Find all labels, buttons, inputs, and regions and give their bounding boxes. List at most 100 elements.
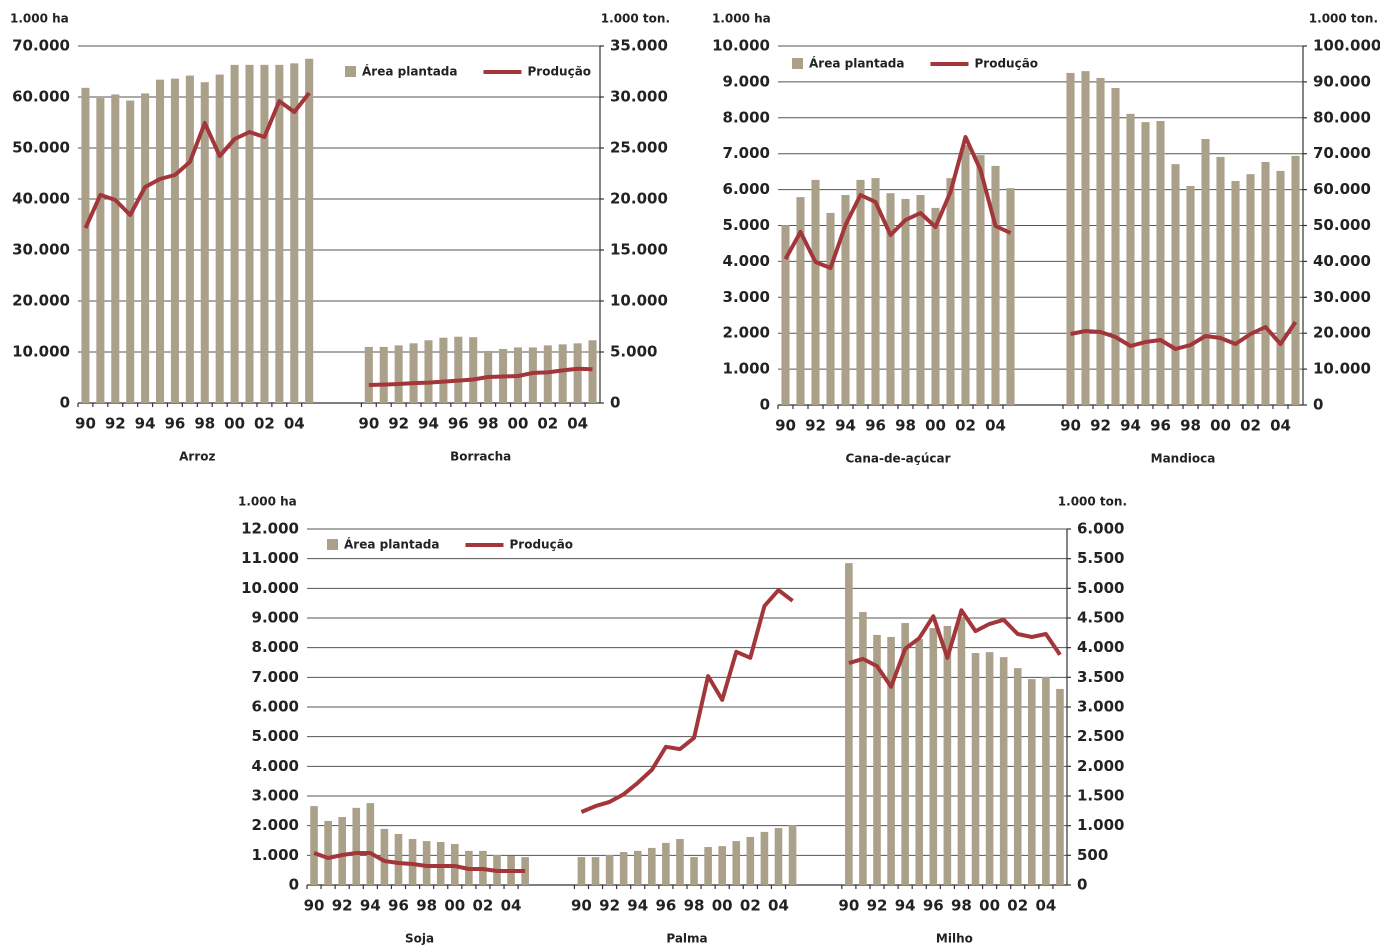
y-tick-label: 12.000 <box>241 520 299 538</box>
y-tick-label: 5.000 <box>252 727 299 745</box>
y2-tick-label: 6.000 <box>1077 520 1124 538</box>
x-tick-label: 96 <box>865 417 886 435</box>
bar <box>1246 174 1255 405</box>
bar <box>871 178 880 405</box>
bar <box>379 346 388 403</box>
x-tick-label: 92 <box>388 415 409 433</box>
bar <box>1066 72 1075 406</box>
x-tick-label: 00 <box>224 415 245 433</box>
bar <box>215 74 224 403</box>
bar <box>260 64 269 404</box>
y2-axis-unit: 1.000 ton. <box>1309 12 1378 26</box>
bar <box>841 194 850 405</box>
x-tick-label: 98 <box>895 417 916 435</box>
line <box>848 608 1062 689</box>
x-tick-label: 94 <box>895 897 916 915</box>
bar <box>1216 156 1225 405</box>
bar <box>732 841 741 885</box>
y-tick-label: 0 <box>60 394 70 412</box>
bar <box>185 75 194 403</box>
y2-tick-label: 100.000 <box>1313 37 1380 55</box>
x-tick-label: 90 <box>571 897 592 915</box>
y2-tick-label: 3.000 <box>1077 698 1124 716</box>
bar <box>633 850 642 885</box>
legend-label: Produção <box>974 57 1038 71</box>
y2-axis-unit: 1.000 ton. <box>1058 495 1127 509</box>
bar <box>81 87 90 403</box>
legend-label: Produção <box>527 65 591 79</box>
x-tick-label: 94 <box>360 897 381 915</box>
bar <box>352 807 361 885</box>
x-tick-label: 96 <box>448 415 469 433</box>
bar <box>916 194 925 405</box>
bar <box>394 345 403 403</box>
bar <box>931 207 940 405</box>
x-tick-label: 90 <box>1060 417 1081 435</box>
x-tick-label: 04 <box>567 415 588 433</box>
y-tick-label: 6.000 <box>723 180 770 198</box>
bar <box>577 857 586 885</box>
bar <box>409 343 418 403</box>
bar <box>605 855 614 885</box>
bar <box>718 846 726 885</box>
x-tick-label: 00 <box>712 897 733 915</box>
bar <box>1056 688 1064 885</box>
bar <box>469 337 478 403</box>
y-tick-label: 60.000 <box>12 88 70 106</box>
bar <box>111 94 120 403</box>
bar <box>1013 668 1022 885</box>
x-tick-label: 02 <box>740 897 761 915</box>
bar <box>200 82 209 404</box>
bar <box>887 636 895 885</box>
bar <box>1291 155 1300 405</box>
x-tick-label: 92 <box>1090 417 1111 435</box>
x-tick-label: 02 <box>1240 417 1261 435</box>
bar <box>230 64 239 404</box>
x-tick-label: 94 <box>627 897 648 915</box>
y-tick-label: 50.000 <box>12 139 70 157</box>
y-tick-label: 2.000 <box>252 816 299 834</box>
line <box>83 91 311 229</box>
y-axis-unit: 1.000 ha <box>238 495 297 509</box>
x-tick-label: 04 <box>1035 897 1056 915</box>
y-tick-label: 4.000 <box>723 252 770 270</box>
legend-swatch <box>327 539 338 550</box>
bar <box>1186 186 1195 405</box>
bar <box>422 841 431 885</box>
x-tick-label: 98 <box>194 415 215 433</box>
legend-label: Área plantada <box>344 537 439 552</box>
bar <box>588 340 597 403</box>
y2-tick-label: 4.500 <box>1077 609 1124 627</box>
group-label: Mandioca <box>1151 452 1216 466</box>
x-tick-label: 90 <box>75 415 96 433</box>
bar <box>290 63 299 404</box>
bar <box>1141 122 1150 405</box>
bar <box>558 344 567 403</box>
x-tick-label: 96 <box>388 897 409 915</box>
bar <box>1042 677 1050 885</box>
bar <box>788 825 797 885</box>
legend-swatch <box>792 58 803 69</box>
line <box>368 366 593 387</box>
y2-tick-label: 2.500 <box>1077 727 1124 745</box>
group-label: Borracha <box>450 450 511 464</box>
x-tick-label: 98 <box>951 897 972 915</box>
line <box>783 135 1012 270</box>
bar <box>873 634 881 885</box>
y2-tick-label: 20.000 <box>1313 324 1371 342</box>
bar <box>96 98 105 404</box>
x-tick-label: 92 <box>867 897 888 915</box>
y-tick-label: 2.000 <box>723 324 770 342</box>
bar <box>394 833 403 885</box>
y2-tick-label: 30.000 <box>610 88 668 106</box>
bar <box>662 842 670 885</box>
y-tick-label: 0 <box>760 396 770 414</box>
bar <box>521 857 529 885</box>
y2-tick-label: 10.000 <box>610 292 668 310</box>
bar <box>946 178 955 405</box>
bar <box>591 857 600 885</box>
y2-tick-label: 50.000 <box>1313 216 1371 234</box>
x-tick-label: 02 <box>537 415 558 433</box>
bar <box>961 145 970 406</box>
